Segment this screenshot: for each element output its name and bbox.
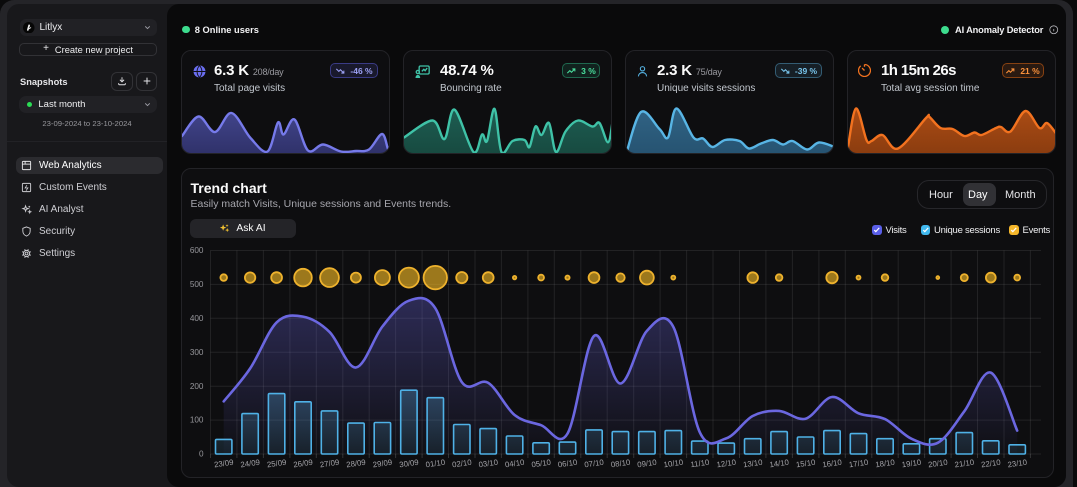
svg-text:25/09: 25/09: [266, 458, 287, 470]
svg-text:07/10: 07/10: [584, 458, 605, 470]
svg-text:10/10: 10/10: [663, 458, 684, 470]
svg-text:16/10: 16/10: [822, 458, 843, 470]
svg-text:03/10: 03/10: [478, 458, 499, 470]
svg-text:23/10: 23/10: [1007, 458, 1028, 470]
svg-text:600: 600: [190, 246, 204, 255]
svg-text:29/09: 29/09: [372, 458, 393, 470]
svg-text:30/09: 30/09: [399, 458, 420, 470]
svg-text:08/10: 08/10: [610, 458, 631, 470]
svg-text:400: 400: [190, 314, 204, 323]
svg-text:05/10: 05/10: [531, 458, 552, 470]
svg-text:200: 200: [190, 382, 204, 391]
svg-text:15/10: 15/10: [795, 458, 816, 470]
svg-text:23/09: 23/09: [213, 458, 234, 470]
svg-text:0: 0: [199, 450, 204, 459]
svg-text:12/10: 12/10: [716, 458, 737, 470]
svg-text:01/10: 01/10: [425, 458, 446, 470]
svg-text:09/10: 09/10: [637, 458, 658, 470]
svg-text:18/10: 18/10: [875, 458, 896, 470]
svg-text:04/10: 04/10: [504, 458, 525, 470]
svg-text:26/09: 26/09: [293, 458, 314, 470]
svg-text:19/10: 19/10: [901, 458, 922, 470]
svg-text:500: 500: [190, 280, 204, 289]
svg-text:11/10: 11/10: [690, 458, 711, 470]
svg-text:13/10: 13/10: [742, 458, 763, 470]
svg-text:14/10: 14/10: [769, 458, 790, 470]
svg-text:100: 100: [190, 416, 204, 425]
svg-text:24/09: 24/09: [240, 458, 261, 470]
svg-text:21/10: 21/10: [954, 458, 975, 470]
svg-text:20/10: 20/10: [928, 458, 949, 470]
svg-text:300: 300: [190, 348, 204, 357]
svg-text:28/09: 28/09: [346, 458, 367, 470]
svg-text:22/10: 22/10: [981, 458, 1002, 470]
svg-text:02/10: 02/10: [452, 458, 473, 470]
svg-text:27/09: 27/09: [319, 458, 340, 470]
svg-text:06/10: 06/10: [557, 458, 578, 470]
svg-text:17/10: 17/10: [848, 458, 869, 470]
